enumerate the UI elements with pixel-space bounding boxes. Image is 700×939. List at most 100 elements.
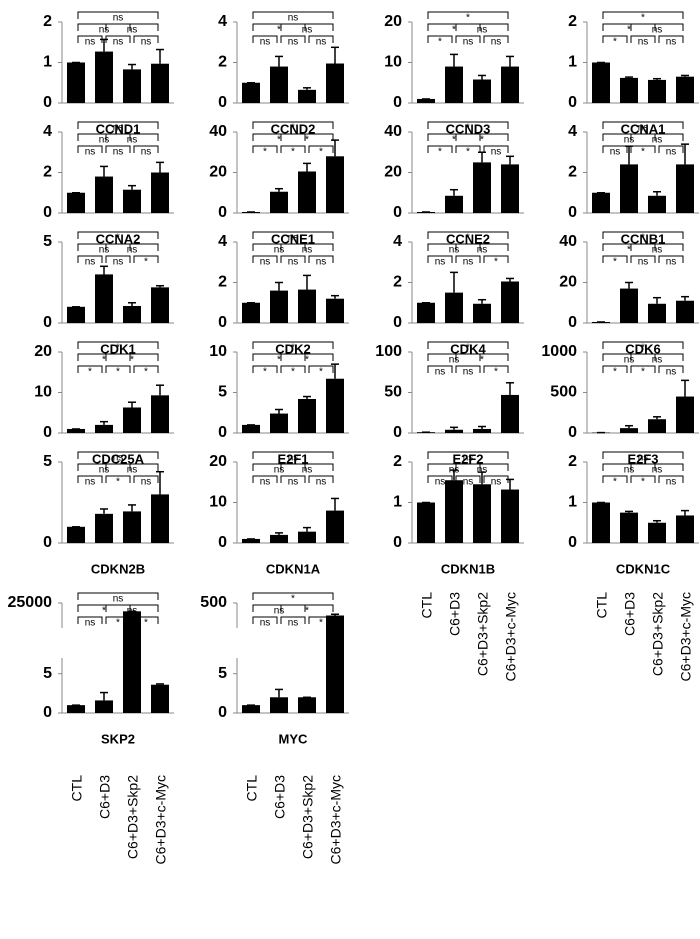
y-tick-label: 5 bbox=[43, 453, 52, 470]
y-tick-label: 10 bbox=[209, 494, 227, 511]
x-tick-label: C6+D3+Skp2 bbox=[125, 775, 141, 859]
bar bbox=[67, 62, 85, 103]
significance-label: * bbox=[263, 367, 267, 378]
significance-bracket bbox=[602, 243, 656, 251]
significance-label: ns bbox=[652, 355, 663, 366]
significance-label: * bbox=[641, 367, 645, 378]
significance-bracket bbox=[280, 23, 334, 31]
significance-bracket bbox=[427, 255, 453, 263]
significance-label: * bbox=[277, 355, 281, 366]
significance-label: * bbox=[277, 25, 281, 36]
significance-label: ns bbox=[127, 606, 138, 617]
y-tick-label: 0 bbox=[393, 204, 402, 221]
significance-bracket bbox=[105, 365, 131, 373]
bar bbox=[417, 98, 435, 103]
significance-label: ns bbox=[113, 594, 124, 605]
bar bbox=[326, 378, 344, 433]
significance-label: ns bbox=[316, 37, 327, 48]
bar bbox=[620, 77, 638, 103]
significance-bracket bbox=[483, 475, 509, 483]
bar bbox=[298, 398, 316, 433]
chart-title: CCNA2 bbox=[96, 231, 141, 246]
bar bbox=[473, 428, 491, 433]
bar bbox=[445, 195, 463, 213]
significance-bracket bbox=[455, 243, 509, 251]
significance-bracket bbox=[630, 145, 656, 153]
significance-label: * bbox=[641, 147, 645, 158]
bar bbox=[501, 394, 519, 433]
panel: 012* ns ns* ns*CCNA1 bbox=[568, 11, 699, 136]
bar bbox=[501, 164, 519, 213]
significance-label: ns bbox=[113, 13, 124, 24]
y-tick-label: 1000 bbox=[541, 343, 577, 360]
bar bbox=[242, 302, 260, 323]
bar bbox=[270, 290, 288, 323]
significance-label: ns bbox=[435, 477, 446, 488]
significance-label: ns bbox=[463, 37, 474, 48]
significance-bracket bbox=[455, 23, 509, 31]
y-tick-label: 0 bbox=[43, 424, 52, 441]
significance-bracket bbox=[630, 463, 684, 471]
bar bbox=[298, 171, 316, 213]
bar bbox=[242, 424, 260, 433]
significance-bracket bbox=[455, 353, 509, 361]
significance-bracket bbox=[602, 133, 656, 141]
significance-label: ns bbox=[316, 477, 327, 488]
y-tick-label: 500 bbox=[200, 594, 227, 611]
chart-title: CCNA1 bbox=[621, 121, 666, 136]
chart-title: CCNE1 bbox=[271, 231, 315, 246]
significance-bracket bbox=[252, 35, 278, 43]
y-tick-label: 4 bbox=[393, 233, 402, 250]
significance-label: * bbox=[102, 355, 106, 366]
y-tick-label: 2 bbox=[393, 453, 402, 470]
significance-label: * bbox=[641, 233, 645, 244]
significance-bracket bbox=[252, 604, 306, 612]
significance-label: * bbox=[641, 477, 645, 488]
panel: 0 5 10 * * * * * * E2F1 bbox=[209, 341, 349, 466]
significance-label: * bbox=[291, 367, 295, 378]
significance-bracket bbox=[427, 231, 509, 239]
significance-bracket bbox=[308, 365, 334, 373]
bar bbox=[270, 413, 288, 433]
y-tick-label: 0 bbox=[568, 424, 577, 441]
significance-label: ns bbox=[666, 477, 677, 488]
y-tick-label: 10 bbox=[209, 343, 227, 360]
y-tick-label: 20 bbox=[209, 453, 227, 470]
significance-label: * bbox=[88, 367, 92, 378]
y-tick-label: 2 bbox=[218, 54, 227, 71]
bar bbox=[620, 428, 638, 433]
significance-bracket bbox=[105, 243, 159, 251]
significance-label: ns bbox=[463, 367, 474, 378]
significance-label: * bbox=[116, 233, 120, 244]
significance-bracket bbox=[602, 475, 628, 483]
significance-bracket bbox=[252, 451, 334, 459]
bar bbox=[445, 292, 463, 323]
significance-label: ns bbox=[477, 245, 488, 256]
y-tick-label: 100 bbox=[375, 343, 402, 360]
significance-bracket bbox=[280, 243, 334, 251]
chart-title: CDK1 bbox=[100, 341, 135, 356]
y-tick-label: 25000 bbox=[8, 594, 53, 611]
significance-label: ns bbox=[449, 465, 460, 476]
significance-bracket bbox=[252, 121, 334, 129]
y-tick-label: 40 bbox=[559, 233, 577, 250]
y-tick-label: 0 bbox=[43, 204, 52, 221]
significance-bracket bbox=[483, 35, 509, 43]
significance-label: ns bbox=[666, 147, 677, 158]
y-tick-label: 0 bbox=[568, 314, 577, 331]
significance-label: * bbox=[319, 618, 323, 629]
significance-bracket bbox=[77, 475, 103, 483]
significance-bracket bbox=[658, 365, 684, 373]
significance-label: * bbox=[305, 135, 309, 146]
y-tick-label: 20 bbox=[209, 164, 227, 181]
significance-bracket bbox=[77, 145, 103, 153]
significance-label: ns bbox=[288, 453, 299, 464]
bar bbox=[648, 303, 666, 323]
significance-label: ns bbox=[288, 618, 299, 629]
significance-bracket bbox=[77, 255, 103, 263]
y-tick-label: 5 bbox=[43, 665, 52, 682]
significance-label: * bbox=[116, 343, 120, 354]
